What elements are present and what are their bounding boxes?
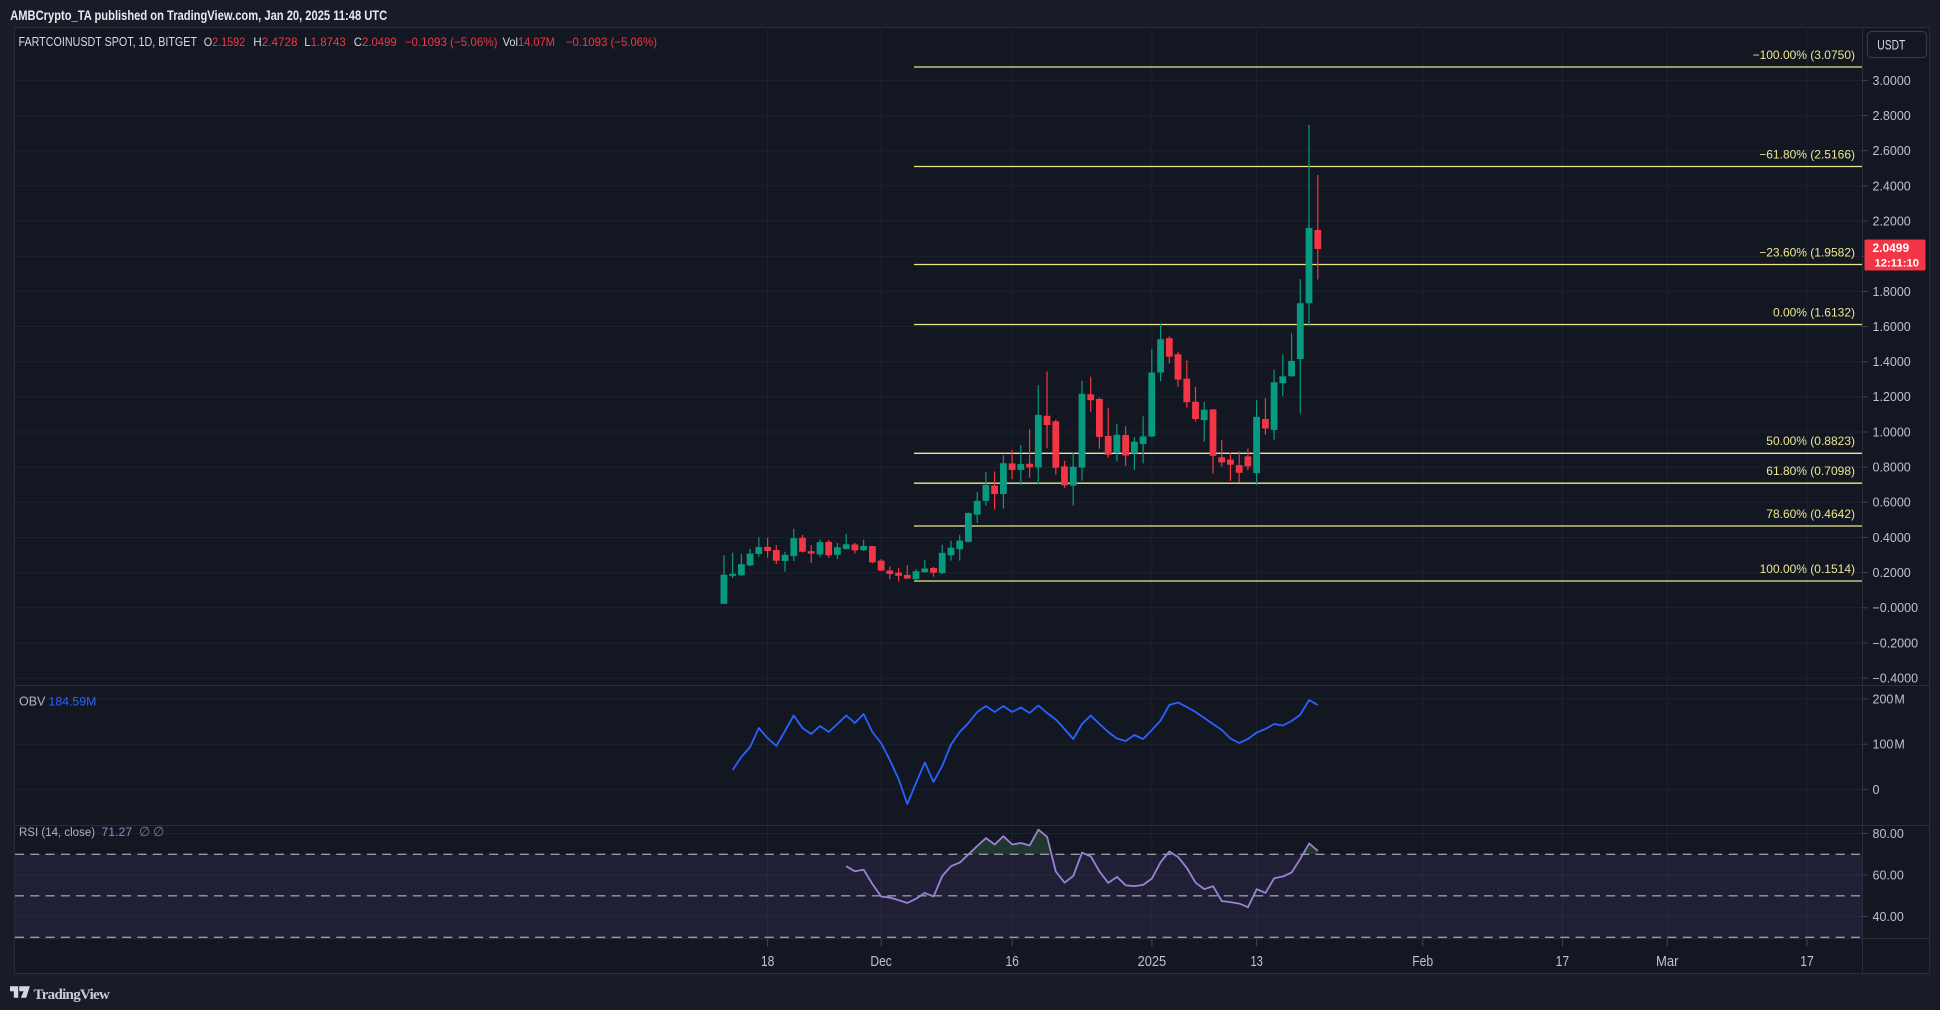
svg-text:17: 17 bbox=[1556, 954, 1570, 970]
svg-text:3.0000: 3.0000 bbox=[1873, 74, 1911, 88]
svg-text:O2.1592: O2.1592 bbox=[204, 35, 246, 49]
svg-text:TradingView: TradingView bbox=[34, 987, 111, 1003]
svg-text:17: 17 bbox=[1800, 954, 1814, 970]
svg-text:71.27: 71.27 bbox=[101, 825, 132, 839]
svg-text:0.8000: 0.8000 bbox=[1873, 461, 1911, 475]
svg-text:12:11:10: 12:11:10 bbox=[1874, 258, 1919, 270]
svg-text:1.4000: 1.4000 bbox=[1873, 355, 1911, 369]
svg-text:80.00: 80.00 bbox=[1873, 827, 1904, 841]
svg-text:100 M: 100 M bbox=[1873, 738, 1905, 752]
svg-text:0.00% (1.6132): 0.00% (1.6132) bbox=[1773, 305, 1855, 319]
svg-text:50.00% (0.8823): 50.00% (0.8823) bbox=[1766, 434, 1855, 448]
svg-text:−0.2000: −0.2000 bbox=[1873, 636, 1919, 650]
svg-text:1.6000: 1.6000 bbox=[1873, 320, 1911, 334]
svg-text:∅: ∅ bbox=[139, 824, 150, 839]
svg-text:61.80% (0.7098): 61.80% (0.7098) bbox=[1766, 464, 1855, 478]
svg-text:2.0499: 2.0499 bbox=[1872, 241, 1909, 255]
svg-text:RSI (14, close): RSI (14, close) bbox=[19, 827, 95, 839]
svg-text:13: 13 bbox=[1250, 954, 1263, 970]
svg-text:100.00% (0.1514): 100.00% (0.1514) bbox=[1760, 562, 1855, 576]
svg-text:18: 18 bbox=[761, 954, 775, 970]
svg-text:60.00: 60.00 bbox=[1873, 868, 1904, 882]
svg-text:Dec: Dec bbox=[870, 954, 892, 970]
svg-text:−0.0000: −0.0000 bbox=[1873, 601, 1919, 615]
svg-text:0.4000: 0.4000 bbox=[1873, 531, 1911, 545]
svg-text:−23.60% (1.9582): −23.60% (1.9582) bbox=[1759, 245, 1855, 259]
svg-text:−0.1093 (−5.06%): −0.1093 (−5.06%) bbox=[405, 35, 498, 49]
svg-text:16: 16 bbox=[1005, 954, 1019, 970]
svg-text:C2.0499: C2.0499 bbox=[354, 35, 397, 49]
svg-text:1.2000: 1.2000 bbox=[1873, 390, 1911, 404]
svg-text:L1.8743: L1.8743 bbox=[304, 35, 346, 49]
svg-text:0: 0 bbox=[1873, 783, 1880, 797]
svg-text:AMBCrypto_TA published on Trad: AMBCrypto_TA published on TradingView.co… bbox=[10, 8, 387, 23]
svg-text:OBV: OBV bbox=[19, 695, 46, 709]
svg-text:40.00: 40.00 bbox=[1873, 910, 1904, 924]
svg-text:78.60% (0.4642): 78.60% (0.4642) bbox=[1766, 507, 1855, 521]
svg-text:−100.00% (3.0750): −100.00% (3.0750) bbox=[1753, 48, 1855, 62]
svg-text:Feb: Feb bbox=[1412, 954, 1433, 970]
svg-text:2.6000: 2.6000 bbox=[1873, 144, 1911, 158]
svg-text:2.4000: 2.4000 bbox=[1873, 179, 1911, 193]
svg-text:200 M: 200 M bbox=[1873, 692, 1905, 706]
svg-text:Vol14.07M: Vol14.07M bbox=[503, 35, 555, 49]
svg-text:H2.4728: H2.4728 bbox=[253, 35, 298, 49]
svg-text:2.8000: 2.8000 bbox=[1873, 109, 1911, 123]
svg-text:1.0000: 1.0000 bbox=[1873, 425, 1911, 439]
svg-text:0.6000: 0.6000 bbox=[1873, 496, 1911, 510]
svg-text:USDT: USDT bbox=[1877, 36, 1905, 52]
svg-text:−0.1093 (−5.06%): −0.1093 (−5.06%) bbox=[566, 35, 657, 49]
svg-text:2.2000: 2.2000 bbox=[1873, 214, 1911, 228]
svg-text:2025: 2025 bbox=[1138, 954, 1167, 970]
svg-text:184.59M: 184.59M bbox=[49, 695, 97, 709]
svg-text:−61.80% (2.5166): −61.80% (2.5166) bbox=[1759, 147, 1855, 161]
svg-text:∅: ∅ bbox=[153, 824, 164, 839]
svg-text:0.2000: 0.2000 bbox=[1873, 566, 1911, 580]
svg-text:−0.4000: −0.4000 bbox=[1873, 672, 1919, 686]
svg-text:FARTCOINUSDT SPOT, 1D, BITGET: FARTCOINUSDT SPOT, 1D, BITGET bbox=[19, 35, 198, 49]
svg-text:1.8000: 1.8000 bbox=[1873, 285, 1911, 299]
svg-text:Mar: Mar bbox=[1656, 954, 1679, 970]
